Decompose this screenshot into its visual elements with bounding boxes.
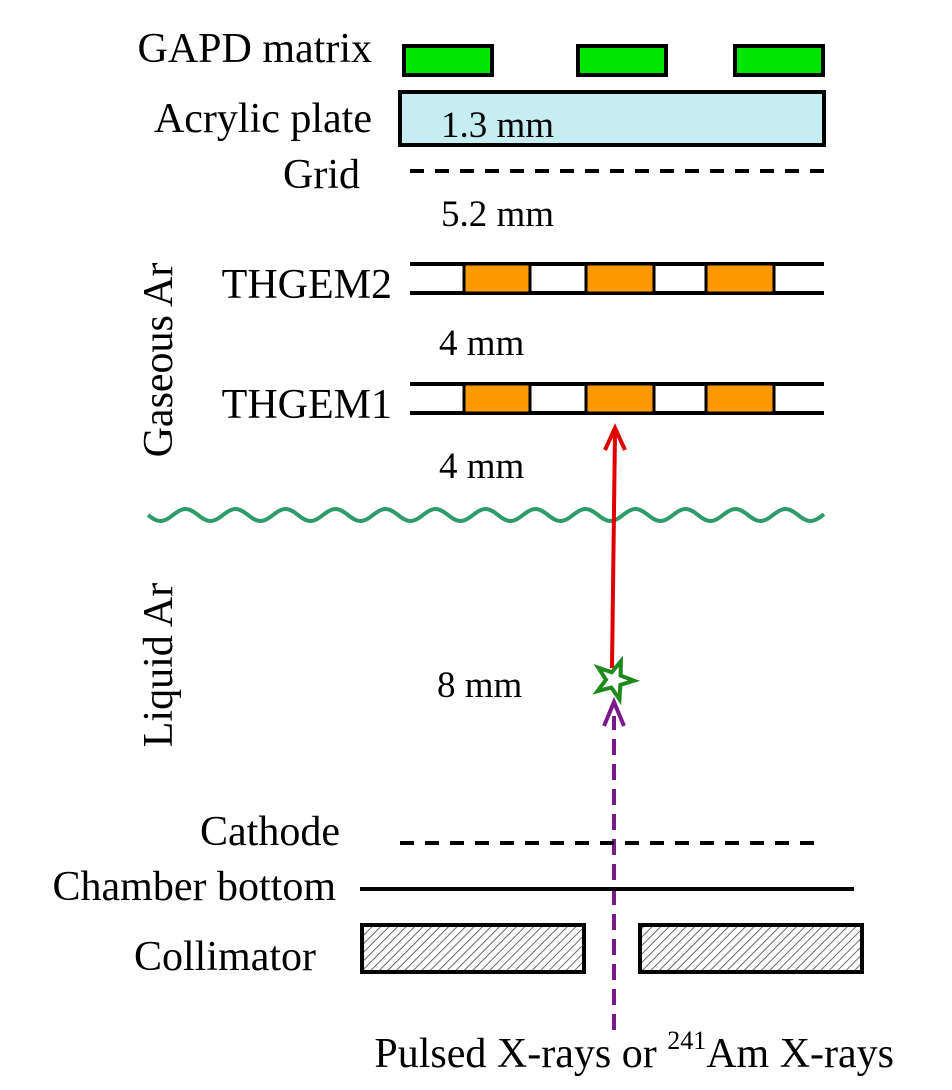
thgem1 (410, 382, 824, 415)
thgem-gap-label: 4 mm (439, 323, 525, 364)
liquid-depth-label: 8 mm (437, 665, 523, 706)
chamber-bottom-label: Chamber bottom (53, 864, 337, 910)
source-suffix: Am X-rays (706, 1031, 894, 1077)
thgem2-hole (462, 262, 532, 295)
gapd-matrix (402, 44, 825, 77)
thgem1-hole (462, 382, 532, 415)
gas-gap-label: 4 mm (439, 446, 525, 487)
acrylic-plate (398, 90, 826, 147)
acrylic-thickness-label: 1.3 mm (441, 105, 554, 146)
thgem2-hole (584, 262, 656, 295)
gapd-matrix-label: GAPD matrix (138, 26, 373, 72)
xray-arrowhead (602, 696, 626, 727)
thgem1-hole (584, 382, 656, 415)
xray-source-label: Pulsed X-rays or 241Am X-rays (374, 1026, 894, 1077)
thgem2-label: THGEM2 (222, 262, 392, 308)
gapd-sensor (733, 44, 825, 77)
gaseous-ar-label: Gaseous Ar (136, 263, 182, 458)
thgem1-hole (704, 382, 776, 415)
cathode-label: Cathode (200, 809, 340, 855)
isotope-mass-number: 241 (667, 1026, 706, 1055)
thgem2-hole (704, 262, 776, 295)
source-prefix: Pulsed X-rays or (374, 1031, 667, 1077)
liquid-surface-wave (146, 506, 826, 524)
grid-gap-label: 5.2 mm (441, 194, 554, 235)
interaction-star (592, 655, 641, 706)
liquid-ar-label: Liquid Ar (136, 583, 182, 748)
gapd-sensor (402, 44, 494, 77)
gapd-sensor (576, 44, 668, 77)
collimator-block-left (360, 923, 586, 974)
collimator-block-right (638, 923, 864, 974)
collimator-label: Collimator (134, 934, 316, 980)
thgem2 (410, 262, 824, 295)
grid-label: Grid (283, 152, 360, 198)
thgem1-label: THGEM1 (222, 382, 392, 428)
acrylic-plate-label: Acrylic plate (154, 96, 372, 142)
electron-drift-arrow (610, 431, 617, 669)
electron-drift-arrowhead (603, 423, 627, 451)
